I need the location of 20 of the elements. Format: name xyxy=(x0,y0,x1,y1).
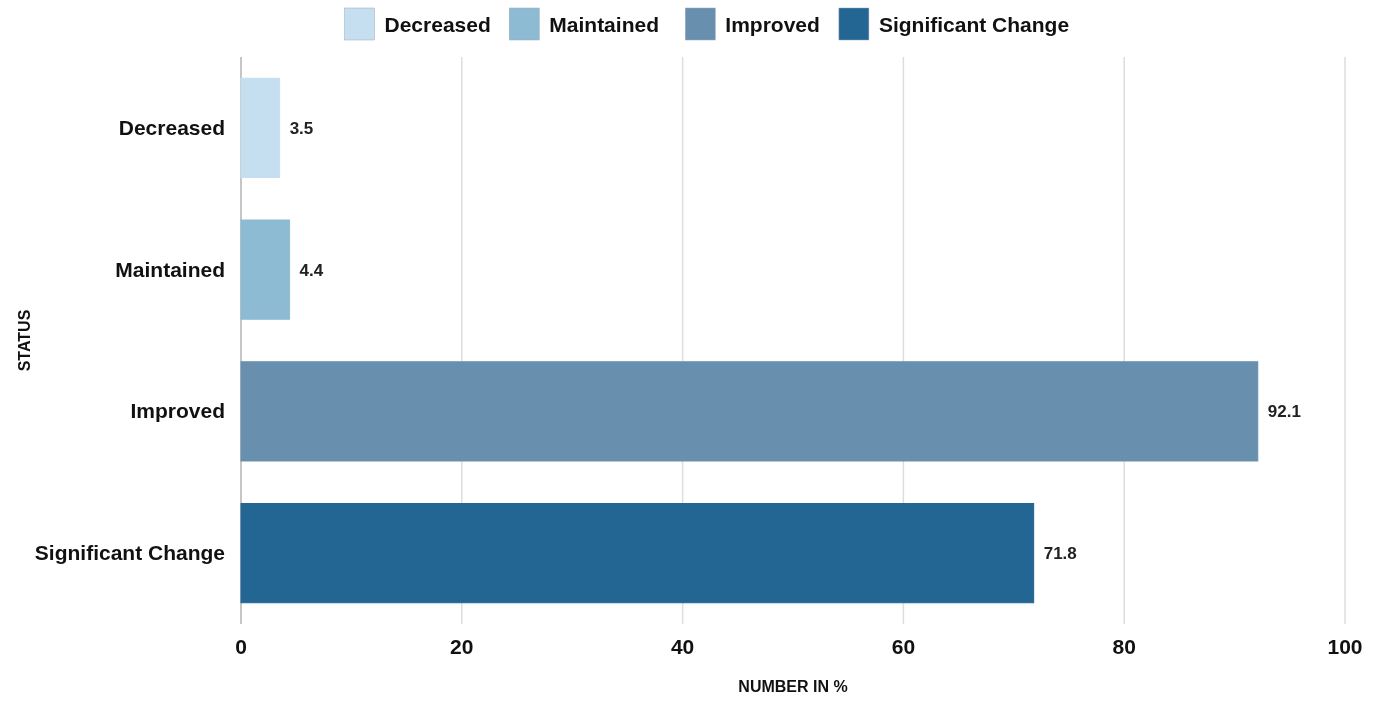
y-tick-label: Decreased xyxy=(118,115,225,139)
x-tick-label: 60 xyxy=(891,635,916,658)
x-tick-label: 80 xyxy=(1112,635,1136,658)
x-tick-label: 40 xyxy=(670,635,695,658)
data-label: 92.1 xyxy=(1267,402,1301,422)
y-tick-label: Significant Change xyxy=(34,541,225,565)
legend-label: Significant Change xyxy=(878,13,1070,36)
y-axis-title: STATUS xyxy=(16,309,33,372)
legend-label: Maintained xyxy=(549,13,659,36)
y-tick-label: Improved xyxy=(130,399,225,423)
data-label: 3.5 xyxy=(289,118,314,138)
x-tick-label: 100 xyxy=(1327,635,1363,658)
data-label: 71.8 xyxy=(1043,544,1077,564)
y-tick-label: Maintained xyxy=(115,257,225,281)
legend-label: Improved xyxy=(725,13,820,36)
x-tick-label: 0 xyxy=(235,635,247,658)
legend-label: Decreased xyxy=(384,13,491,36)
x-tick-label: 20 xyxy=(450,635,474,658)
x-axis-title: NUMBER IN % xyxy=(738,678,848,695)
data-label: 4.4 xyxy=(299,260,324,280)
